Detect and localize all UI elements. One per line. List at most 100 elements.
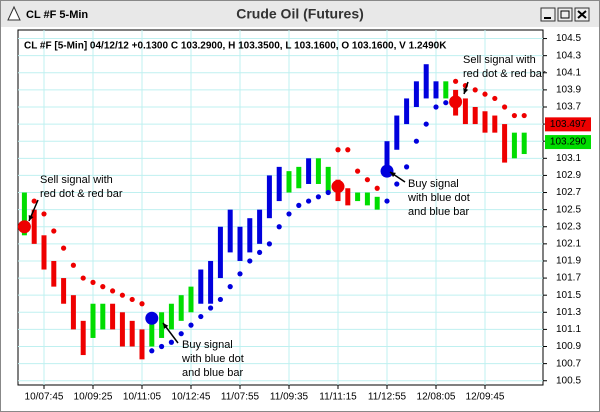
price-bar [325,166,331,193]
arrow-head [163,323,169,329]
price-tag [545,135,591,150]
y-tick-label: 101.9 [556,256,581,267]
x-tick-label: 12/09:45 [466,392,505,403]
x-tick-label: 11/07:55 [221,392,260,403]
price-bar [364,192,370,206]
price-bar [315,158,321,184]
price-bar [482,111,488,133]
stop-dot [61,245,67,251]
stop-dot [364,177,370,183]
x-tick-label: 11/12:55 [368,392,407,403]
stop-dot [511,112,517,119]
y-tick-label: 100.7 [556,358,581,369]
price-bar [100,303,106,330]
stop-dot [90,279,96,285]
price-bar [394,115,400,150]
minimize-button[interactable] [540,7,556,22]
price-info: CL #F [5-Min] 04/12/12 +0.1300 C 103.290… [24,41,447,52]
price-bar [384,141,390,176]
x-tick-label: 10/09:25 [74,392,113,403]
y-tick-label: 100.9 [556,341,581,352]
stop-dot [247,258,253,264]
x-tick-label: 10/11:05 [123,392,162,403]
stop-dot [296,202,302,208]
price-bar [139,329,145,360]
app-icon [7,5,21,21]
price-bar [286,171,292,193]
stop-dot [129,296,135,303]
signal-dot [145,311,159,325]
maximize-button[interactable] [557,7,573,22]
price-bar [374,196,380,210]
stop-dot [70,262,76,268]
price-bar [21,192,27,236]
stop-dot [257,249,263,256]
y-tick-label: 100.5 [556,375,581,386]
y-tick-label: 102.7 [556,187,581,198]
x-tick-label: 10/07:45 [25,392,64,403]
price-bar [119,312,125,347]
stop-dot [139,301,145,307]
price-bar [80,320,86,356]
y-tick-label: 104.5 [556,33,581,44]
price-bar [511,132,517,159]
annotation-text: red dot & red bar [463,68,546,80]
y-tick-label: 102.1 [556,238,581,249]
price-bar [266,175,272,219]
price-bar [198,269,204,304]
price-bar [502,124,508,163]
plot-area [17,29,544,386]
y-tick-label: 102.9 [556,170,581,181]
close-icon [577,10,587,19]
price-bar [433,81,439,99]
price-bar [178,295,184,321]
x-tick-label: 12/08:05 [417,392,456,403]
stop-dot [502,104,508,110]
stop-dot [482,91,488,97]
stop-dot [237,271,243,277]
y-tick-label: 103.9 [556,85,581,96]
annotation-text: Buy signal [408,178,459,190]
stop-dot [374,185,380,191]
stop-dot [423,121,429,127]
y-tick-label: 103.7 [556,102,581,113]
stop-dot [286,211,292,217]
stop-dot [188,322,194,328]
annotation-text: red dot & red bar [40,188,123,200]
x-tick-label: 10/12:45 [172,392,211,403]
x-tick-label: 11/09:35 [270,392,309,403]
maximize-icon [560,10,570,19]
price-bar [110,303,116,330]
price-bar [61,278,67,304]
price-tag [545,117,591,132]
annotation-text: with blue dot [181,353,244,365]
y-tick-label: 102.3 [556,221,581,232]
annotation-text: and blue bar [408,206,469,218]
stop-dot [100,284,106,290]
title-bar [1,1,599,27]
stop-dot [325,189,331,196]
price-bar [296,166,302,189]
price-bar [423,64,429,99]
stop-dot [178,331,184,337]
price-bar [492,115,498,133]
stop-dot [443,100,449,106]
price-bar [404,98,410,125]
stop-dot [41,211,47,217]
annotation-text: with blue dot [407,192,470,204]
stop-dot [521,112,527,119]
price-bar [70,295,76,330]
y-tick-label: 101.7 [556,273,581,284]
stop-dot [472,87,478,93]
price-bar [217,226,223,279]
price-bar [345,188,351,206]
stop-dot [159,343,165,350]
annotation-text: Sell signal with [463,54,536,66]
stop-dot [31,198,37,204]
stop-dot [345,147,351,153]
price-bar [159,312,165,338]
stop-dot [168,339,174,345]
arrow-head [28,215,34,221]
stop-dot [384,198,390,204]
